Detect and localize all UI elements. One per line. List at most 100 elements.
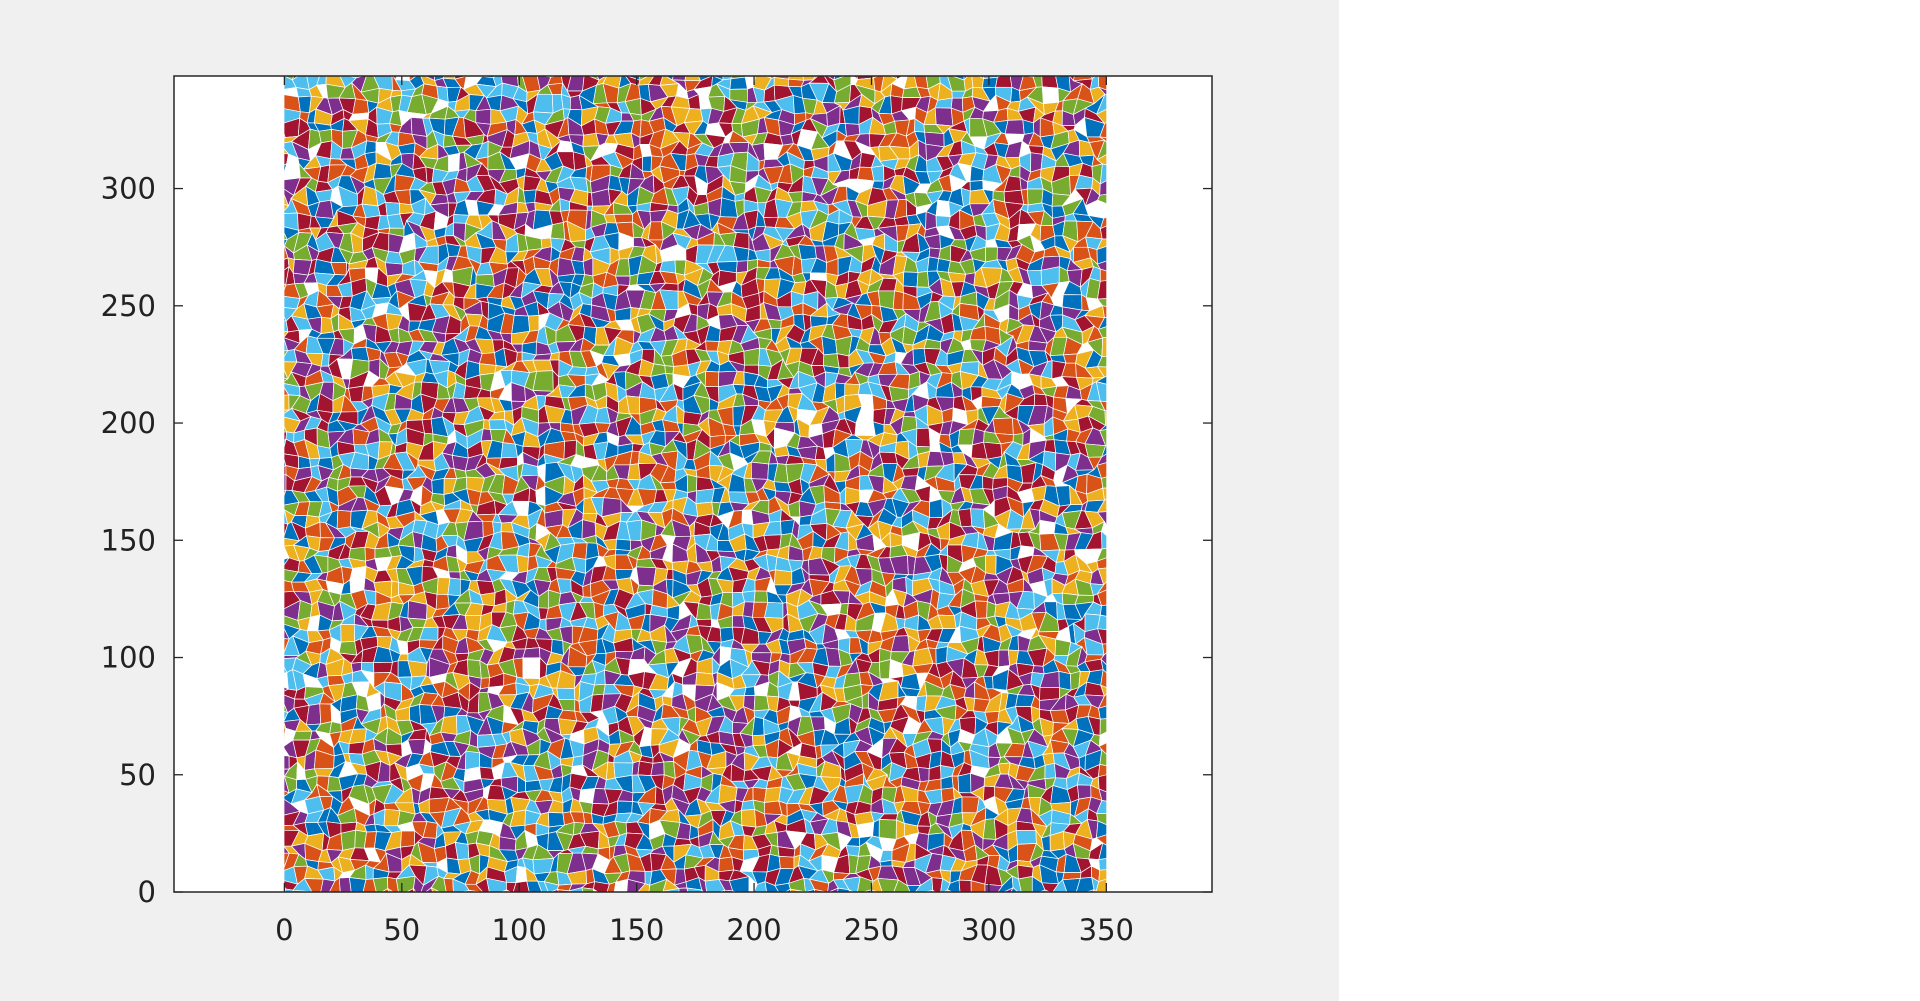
grain-region xyxy=(903,76,918,90)
grain-region xyxy=(320,353,330,367)
grain-region xyxy=(1026,188,1044,206)
grain-region xyxy=(571,542,588,560)
grain-region xyxy=(1099,268,1107,282)
grain-region xyxy=(741,809,757,828)
grain-region xyxy=(647,221,664,241)
grain-region xyxy=(1096,246,1107,265)
grain-region xyxy=(431,477,445,495)
grain-region xyxy=(348,385,365,403)
grain-region xyxy=(435,593,450,610)
grain-region xyxy=(1055,76,1065,77)
grain-region xyxy=(764,786,782,803)
grain-region xyxy=(1040,266,1060,286)
grain-region xyxy=(916,427,931,448)
grain-region xyxy=(373,661,393,674)
grain-region xyxy=(613,213,633,224)
grain-region xyxy=(1099,136,1107,143)
grain-region xyxy=(1072,76,1093,82)
grain-region xyxy=(383,808,401,827)
grain-region xyxy=(995,76,1013,88)
grain-region xyxy=(1096,260,1107,272)
grain-region xyxy=(326,62,344,73)
grain-region xyxy=(892,290,904,311)
grain-region xyxy=(985,554,997,576)
grain-region xyxy=(385,201,401,217)
grain-region xyxy=(318,128,333,144)
grain-region xyxy=(935,646,948,665)
grain-region xyxy=(1052,76,1057,77)
grain-region xyxy=(854,421,876,437)
grain-region xyxy=(615,275,631,286)
grain-region xyxy=(787,76,805,81)
grain-region xyxy=(447,577,461,597)
grain-region xyxy=(511,315,531,335)
grain-region xyxy=(947,271,967,283)
grain-region xyxy=(836,353,850,369)
grain-region xyxy=(705,340,720,352)
grain-region xyxy=(695,488,715,504)
grain-region xyxy=(304,68,321,75)
grain-region xyxy=(696,602,712,620)
grain-region xyxy=(1096,139,1107,161)
grain-region xyxy=(752,734,766,747)
grain-region xyxy=(364,140,377,155)
grain-region xyxy=(652,62,667,75)
grain-region xyxy=(465,750,481,771)
grain-region xyxy=(523,189,537,204)
grain-region xyxy=(740,799,756,811)
grain-region xyxy=(498,836,517,851)
grain-region xyxy=(1039,519,1056,535)
grain-region xyxy=(750,461,769,480)
grain-region xyxy=(641,155,652,172)
grain-region xyxy=(1097,280,1107,300)
grain-region xyxy=(835,395,846,415)
grain-region xyxy=(935,215,951,228)
grain-region xyxy=(1004,119,1025,135)
grain-region xyxy=(929,498,943,518)
grain-region xyxy=(340,624,356,643)
grain-region xyxy=(292,730,313,741)
grain-region xyxy=(1098,76,1107,91)
grain-region xyxy=(372,76,375,77)
grain-region xyxy=(521,76,523,77)
grain-region xyxy=(521,76,526,77)
grain-region xyxy=(542,76,552,78)
grain-region xyxy=(1058,670,1072,691)
grain-region xyxy=(752,716,765,737)
grain-region xyxy=(516,554,529,574)
grain-region xyxy=(1044,762,1057,779)
grain-region xyxy=(934,107,954,127)
grain-region xyxy=(664,365,674,375)
grain-region xyxy=(937,76,941,77)
grain-region xyxy=(974,600,988,619)
grain-region xyxy=(465,76,483,77)
grain-region xyxy=(902,271,919,288)
grain-region xyxy=(627,463,641,481)
grain-region xyxy=(1024,76,1034,78)
grain-region xyxy=(743,686,756,696)
grain-region xyxy=(1099,122,1107,138)
grain-region xyxy=(635,566,657,587)
grain-region xyxy=(352,98,370,115)
grain-region xyxy=(998,649,1011,668)
grain-region xyxy=(616,800,633,815)
grain-region xyxy=(548,812,565,828)
grain-region xyxy=(856,821,875,839)
grain-region xyxy=(320,63,333,75)
grain-region xyxy=(561,62,574,75)
grain-region xyxy=(550,221,566,240)
grain-region xyxy=(1010,64,1024,75)
grain-region xyxy=(916,271,930,288)
grain-region xyxy=(844,383,861,397)
grain-region xyxy=(532,359,554,372)
grain-region xyxy=(674,259,687,276)
grain-region xyxy=(560,93,571,110)
grain-region xyxy=(1100,225,1107,240)
grain-region xyxy=(637,760,654,776)
grain-region xyxy=(373,76,374,77)
grain-region xyxy=(982,818,997,840)
grain-region xyxy=(903,64,916,74)
grain-region xyxy=(1099,163,1107,185)
grain-region xyxy=(501,63,518,73)
grain-region xyxy=(971,76,984,89)
